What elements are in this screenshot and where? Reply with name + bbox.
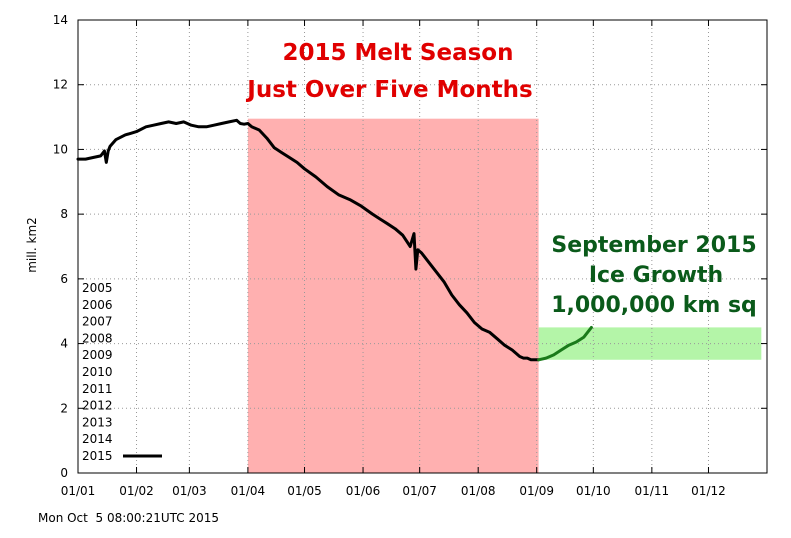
melt-title-line2: Just Over Five Months (245, 77, 532, 103)
x-tick-label: 01/09 (519, 484, 554, 498)
growth-title-line2: Ice Growth (589, 263, 723, 288)
timestamp-footer: Mon Oct 5 08:00:21UTC 2015 (38, 511, 219, 525)
legend-label-2006: 2006 (82, 298, 113, 312)
y-tick-label: 0 (60, 466, 68, 480)
y-tick-label: 10 (53, 142, 68, 156)
x-tick-label: 01/05 (287, 484, 322, 498)
series-line-2015 (76, 118, 541, 362)
legend-label-2010: 2010 (82, 365, 113, 379)
legend-label-2007: 2007 (82, 315, 113, 329)
data-series (76, 118, 593, 362)
x-tick-label: 01/10 (576, 484, 611, 498)
growth-title-line1: September 2015 (551, 233, 756, 258)
x-tick-label: 01/03 (172, 484, 207, 498)
x-tick-label: 01/02 (119, 484, 154, 498)
legend-label-2011: 2011 (82, 382, 113, 396)
y-tick-label: 4 (60, 337, 68, 351)
y-axis-label: mill. km2 (25, 217, 39, 273)
y-tick-label: 12 (53, 78, 68, 92)
legend-label-2013: 2013 (82, 415, 113, 429)
x-tick-label: 01/11 (635, 484, 670, 498)
region-melt-season (247, 118, 539, 474)
melt-title-line1: 2015 Melt Season (283, 40, 514, 66)
x-tick-label: 01/12 (691, 484, 726, 498)
legend-label-2014: 2014 (82, 432, 113, 446)
x-tick-label: 01/07 (402, 484, 437, 498)
axis-ticks: 0 2 4 6 8 10 12 14 01/01 01/02 01/03 01/04 01/05 01/0… (53, 13, 767, 498)
growth-title-line3: 1,000,000 km sq (551, 293, 757, 318)
x-tick-label: 01/08 (461, 484, 496, 498)
x-tick-label: 01/06 (346, 484, 381, 498)
legend-label-2012: 2012 (82, 399, 113, 413)
legend-label-2005: 2005 (82, 281, 113, 295)
x-tick-label: 01/01 (61, 484, 96, 498)
legend-label-2008: 2008 (82, 331, 113, 345)
legend-label-2015: 2015 (82, 449, 113, 463)
x-tick-label: 01/04 (231, 484, 266, 498)
y-tick-label: 2 (60, 401, 68, 415)
y-tick-label: 6 (60, 272, 68, 286)
series-line-september-2015-regrowth (537, 325, 593, 362)
grid-lines (78, 20, 767, 473)
plot-frame (77, 19, 768, 474)
legend-label-2009: 2009 (82, 348, 113, 362)
shaded-regions (247, 118, 762, 474)
y-tick-label: 8 (60, 207, 68, 221)
legend: 2005 2006 2007 2008 2009 2010 2011 2012 2013 2014… (82, 281, 162, 463)
y-tick-label: 14 (53, 13, 68, 27)
